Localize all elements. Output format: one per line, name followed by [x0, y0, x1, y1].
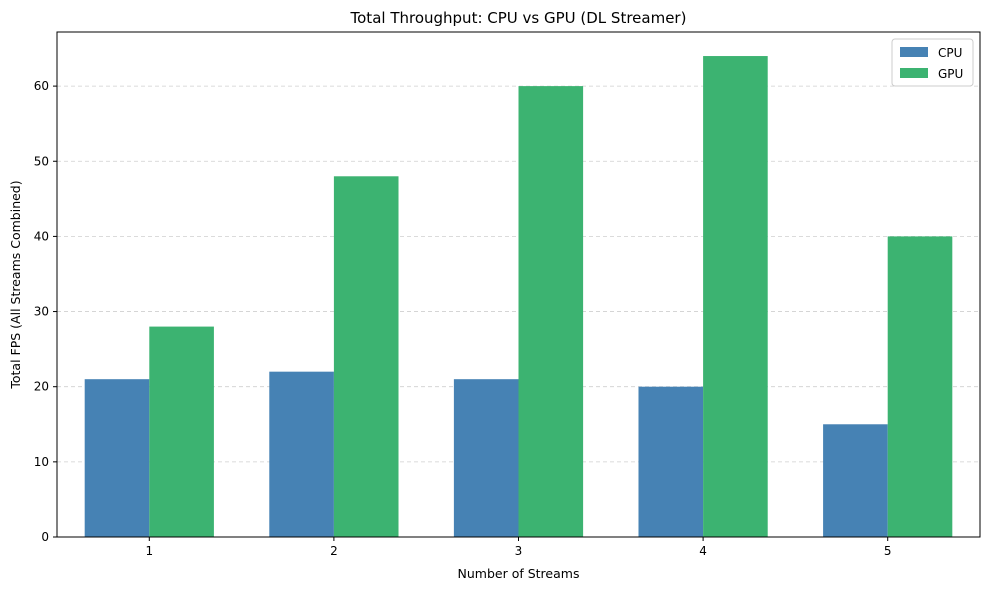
x-tick-label: 3: [515, 544, 523, 558]
legend: CPU GPU: [891, 38, 974, 87]
legend-swatch-gpu: [900, 68, 928, 78]
bar-gpu-3: [518, 86, 584, 537]
legend-swatch-cpu: [900, 47, 928, 57]
y-tick-label: 50: [34, 154, 49, 168]
legend-label-cpu: CPU: [938, 46, 962, 60]
y-tick-label: 30: [34, 305, 49, 319]
bar-gpu-1: [149, 326, 214, 537]
x-tick-label: 1: [145, 544, 153, 558]
y-tick-label: 10: [34, 455, 49, 469]
bar-gpu-5: [887, 236, 953, 537]
bar-cpu-5: [823, 424, 888, 537]
x-tick-label: 5: [884, 544, 892, 558]
bar-cpu-2: [269, 371, 334, 537]
bar-cpu-1: [84, 379, 150, 537]
x-axis: 1 2 3 4 5: [145, 537, 892, 558]
x-axis-label: Number of Streams: [458, 566, 580, 581]
x-tick-label: 2: [330, 544, 338, 558]
bar-gpu-2: [333, 176, 399, 538]
bar-gpu-4: [703, 56, 768, 538]
y-axis: 0 10 20 30 40 50 60: [34, 79, 57, 544]
chart-title: Total Throughput: CPU vs GPU (DL Streame…: [350, 9, 687, 27]
x-tick-label: 4: [699, 544, 707, 558]
y-tick-label: 40: [34, 229, 49, 243]
y-tick-label: 0: [41, 530, 49, 544]
y-tick-label: 20: [34, 380, 49, 394]
y-axis-label: Total FPS (All Streams Combined): [8, 180, 23, 389]
bar-cpu-3: [453, 379, 519, 537]
bars: [84, 56, 953, 538]
y-tick-label: 60: [34, 79, 49, 93]
legend-label-gpu: GPU: [938, 67, 963, 81]
bar-cpu-4: [638, 386, 704, 537]
